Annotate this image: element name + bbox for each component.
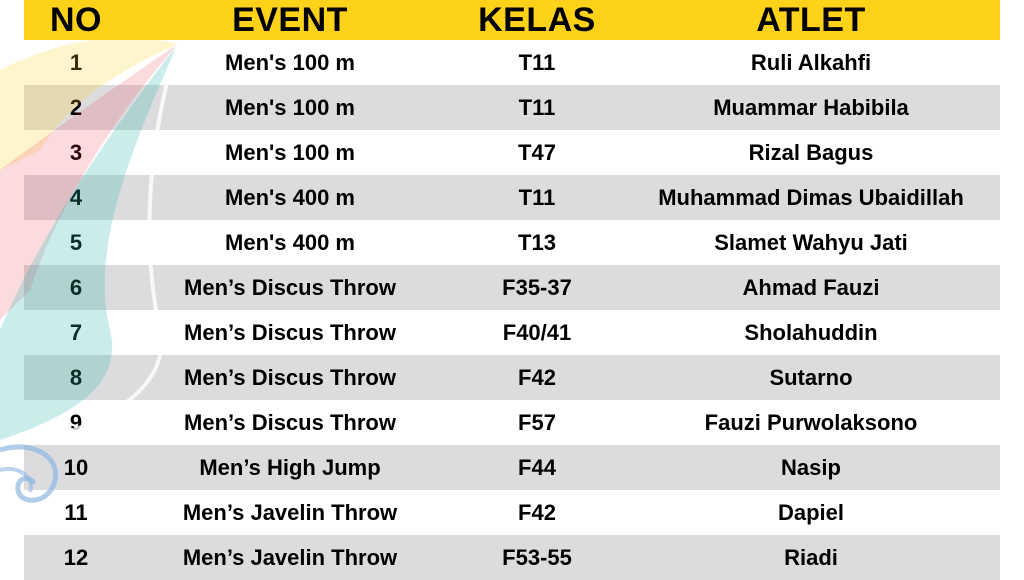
cell-event: Men’s Javelin Throw [182,499,398,525]
cell-no: 7 [69,319,83,345]
cell-atlet: Muammar Habibila [713,94,909,120]
cell-no: 3 [69,139,83,165]
table-row: 8 Men’s Discus Throw F42 Sutarno [24,355,1000,400]
cell-atlet: Ruli Alkahfi [750,49,872,75]
cell-kelas: F40/41 [502,319,572,345]
table-body: 1 Men's 100 m T11 Ruli Alkahfi 2 Men's 1… [24,40,1000,580]
cell-no: 6 [69,274,83,300]
header-event: EVENT [232,0,348,39]
cell-event: Men's 100 m [225,139,355,165]
header-atlet: ATLET [756,0,866,39]
cell-no: 11 [64,499,88,525]
cell-event: Men’s Discus Throw [184,409,396,435]
table-row: 6 Men’s Discus Throw F35-37 Ahmad Fauzi [24,265,1000,310]
cell-atlet: Fauzi Purwolaksono [704,409,918,435]
table-row: 5 Men's 400 m T13 Slamet Wahyu Jati [24,220,1000,265]
cell-no: 2 [69,94,83,120]
header-no: NO [50,0,102,39]
cell-kelas: F44 [518,454,556,480]
cell-event: Men's 400 m [225,229,355,255]
cell-kelas: T13 [518,229,556,255]
athlete-table: NO EVENT KELAS ATLET 1 Men's 100 m T11 R… [24,0,1000,580]
cell-no: 10 [63,454,89,480]
cell-kelas: F57 [518,409,556,435]
cell-kelas: T11 [518,184,556,210]
header-kelas: KELAS [478,0,596,39]
cell-no: 9 [69,409,83,435]
cell-event: Men’s High Jump [199,454,381,480]
table-row: 11 Men’s Javelin Throw F42 Dapiel [24,490,1000,535]
cell-atlet: Rizal Bagus [748,139,874,165]
table-row: 7 Men’s Discus Throw F40/41 Sholahuddin [24,310,1000,355]
cell-kelas: F53-55 [502,544,572,570]
table-row: 2 Men's 100 m T11 Muammar Habibila [24,85,1000,130]
table-row: 12 Men’s Javelin Throw F53-55 Riadi [24,535,1000,580]
table-row: 1 Men's 100 m T11 Ruli Alkahfi [24,40,1000,85]
cell-no: 4 [69,184,83,210]
cell-event: Men's 100 m [225,94,355,120]
cell-event: Men’s Javelin Throw [182,544,398,570]
cell-kelas: T11 [518,94,556,120]
cell-no: 8 [69,364,83,390]
cell-atlet: Ahmad Fauzi [742,274,880,300]
table-row: 3 Men's 100 m T47 Rizal Bagus [24,130,1000,175]
cell-kelas: F42 [518,499,556,525]
cell-event: Men's 400 m [225,184,355,210]
cell-atlet: Sutarno [769,364,853,390]
cell-no: 5 [69,229,83,255]
cell-atlet: Muhammad Dimas Ubaidillah [658,184,964,210]
cell-event: Men’s Discus Throw [184,274,396,300]
cell-atlet: Slamet Wahyu Jati [714,229,908,255]
cell-kelas: T11 [518,49,556,75]
cell-kelas: F42 [518,364,556,390]
cell-atlet: Nasip [781,454,841,480]
cell-atlet: Dapiel [777,499,845,525]
cell-event: Men’s Discus Throw [184,364,396,390]
cell-atlet: Sholahuddin [744,319,878,345]
table-row: 4 Men's 400 m T11 Muhammad Dimas Ubaidil… [24,175,1000,220]
cell-event: Men's 100 m [225,49,355,75]
cell-no: 1 [69,49,83,75]
table-row: 10 Men’s High Jump F44 Nasip [24,445,1000,490]
cell-atlet: Riadi [784,544,838,570]
cell-kelas: F35-37 [502,274,572,300]
cell-kelas: T47 [518,139,556,165]
table-row: 9 Men’s Discus Throw F57 Fauzi Purwolaks… [24,400,1000,445]
cell-no: 12 [63,544,89,570]
table-header: NO EVENT KELAS ATLET [24,0,1000,40]
cell-event: Men’s Discus Throw [184,319,396,345]
